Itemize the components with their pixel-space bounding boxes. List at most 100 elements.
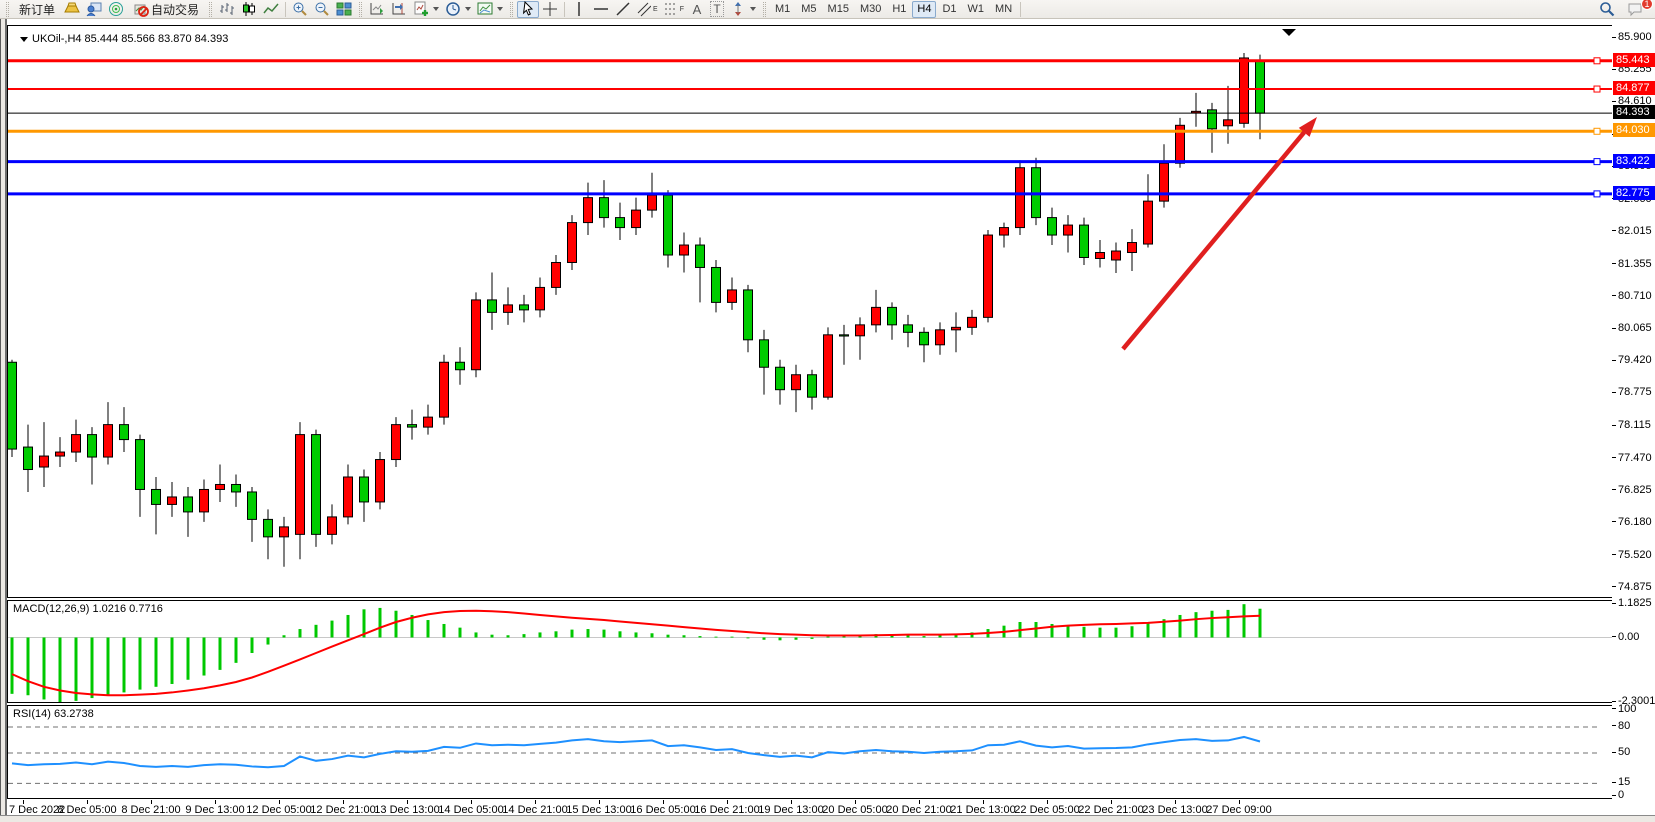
arrows-button[interactable]: [727, 1, 759, 18]
indicators-button[interactable]: [410, 1, 442, 18]
rsi-pane[interactable]: RSI(14) 63.2738: [7, 705, 1613, 799]
candle-body: [327, 516, 337, 535]
text-button[interactable]: A: [687, 1, 707, 18]
fibonacci-button[interactable]: F: [661, 1, 687, 18]
bar-chart-button[interactable]: [216, 1, 238, 18]
trend-arrow-object[interactable]: [1121, 117, 1317, 351]
line-handle[interactable]: [1593, 190, 1601, 198]
axis-tick-value: 78.115: [1618, 419, 1651, 432]
auto-scroll-button[interactable]: [366, 1, 388, 18]
signals-button[interactable]: [105, 1, 127, 18]
macd-histogram: [10, 604, 1262, 702]
rsi-svg[interactable]: [8, 706, 1612, 798]
one-click-caret-icon[interactable]: [20, 36, 28, 42]
candle-body: [135, 439, 145, 490]
line-chart-button[interactable]: [260, 1, 282, 18]
axis-tick-mark: [1612, 751, 1616, 753]
timeframe-h1-button[interactable]: H1: [892, 3, 907, 15]
toolbar-drag-handle[interactable]: [209, 1, 213, 17]
main-chart-pane[interactable]: UKOil-,H4 85.444 85.566 83.870 84.393: [7, 25, 1613, 598]
toolbar-drag-handle[interactable]: [510, 1, 514, 17]
price-axis[interactable]: 85.90085.25584.61083.95083.30582.66082.0…: [1612, 19, 1655, 815]
gold-ingot-button[interactable]: [61, 1, 83, 18]
crosshair-button[interactable]: [539, 1, 561, 18]
trendline-button[interactable]: [612, 1, 634, 18]
periods-button[interactable]: [442, 1, 474, 18]
price-tick: 82.015: [1612, 225, 1652, 237]
axis-tick-value: 78.775: [1618, 386, 1652, 399]
new-order-button[interactable]: 新订单: [13, 1, 61, 18]
candle-body: [519, 304, 529, 311]
axis-tick-value: -2.3001: [1618, 695, 1655, 708]
timeframe-h4-button[interactable]: H4: [912, 0, 937, 18]
timeframe-m30-button[interactable]: M30: [859, 3, 882, 15]
candle-body: [343, 476, 353, 518]
timeframe-w1-button[interactable]: W1: [967, 3, 985, 15]
time-tick-mark: [1111, 800, 1112, 804]
chart-shift-icon: [392, 3, 406, 15]
timeframe-d1-button[interactable]: D1: [942, 3, 957, 15]
timeframe-m15-button[interactable]: M15: [827, 3, 849, 15]
metaeditor-button[interactable]: [83, 1, 105, 18]
chat-button[interactable]: 1: [1624, 0, 1653, 18]
chart-shift-button[interactable]: [388, 1, 410, 18]
candle-body: [71, 434, 81, 453]
time-tick-mark: [663, 800, 664, 804]
timeframe-m5-button[interactable]: M5: [801, 3, 817, 15]
horizontal-line-object[interactable]: [8, 85, 1612, 93]
timeframe-mn-button[interactable]: MN: [995, 3, 1013, 15]
time-tick-label: 7 Dec 2022: [9, 804, 66, 816]
zoom-in-button[interactable]: [289, 1, 311, 18]
chart-shift-marker-icon[interactable]: [1282, 29, 1296, 36]
new-order-label: 新订单: [19, 2, 56, 17]
horizontal-line-object[interactable]: [8, 190, 1612, 198]
horizontal-line-object[interactable]: [8, 127, 1612, 135]
horizontal-line-button[interactable]: [590, 1, 612, 18]
equidistant-channel-button[interactable]: E: [634, 1, 661, 18]
tile-windows-button[interactable]: [333, 1, 355, 18]
candle-body: [39, 455, 49, 468]
line-handle[interactable]: [1593, 85, 1601, 93]
macd-svg[interactable]: [8, 601, 1612, 702]
dropdown-caret-icon: [465, 7, 472, 11]
candle-body: [215, 483, 225, 490]
text-label-button[interactable]: T: [707, 1, 727, 18]
horizontal-line-object[interactable]: [8, 158, 1612, 166]
search-button[interactable]: [1596, 1, 1618, 18]
time-axis[interactable]: 7 Dec 2022 8 Dec 05:00 8 Dec 21:00 9 Dec 13…: [7, 800, 1612, 816]
horizontal-line-object[interactable]: [8, 57, 1612, 65]
candlestick-chart-button[interactable]: [238, 1, 260, 18]
axis-tick-value: 84.610: [1618, 95, 1652, 108]
axis-tick-value: 74.875: [1618, 580, 1652, 593]
timeframe-m1-button[interactable]: M1: [774, 3, 791, 15]
main-chart-svg[interactable]: [8, 26, 1612, 597]
candle-body: [855, 324, 865, 337]
symbol-ohlc-text: UKOil-,H4 85.444 85.566 83.870 84.393: [32, 33, 229, 45]
vertical-line-button[interactable]: [568, 1, 590, 18]
line-handle[interactable]: [1593, 57, 1601, 65]
candle-body: [903, 324, 913, 333]
candle-body: [119, 424, 129, 441]
symbol-ohlc-readout[interactable]: UKOil-,H4 85.444 85.566 83.870 84.393: [20, 33, 228, 45]
toolbar-separator: [564, 1, 566, 17]
line-handle[interactable]: [1593, 127, 1601, 135]
candle-body: [759, 339, 769, 368]
time-tick-mark: [919, 800, 920, 804]
templates-button[interactable]: [474, 1, 506, 18]
toolbar-drag-handle[interactable]: [359, 1, 363, 17]
candle-body: [1159, 162, 1169, 202]
candle-body: [791, 374, 801, 391]
cursor-button[interactable]: [517, 0, 540, 18]
toolbar-drag-handle[interactable]: [762, 1, 766, 17]
zoom-out-button[interactable]: [311, 1, 333, 18]
macd-pane[interactable]: MACD(12,26,9) 1.0216 0.7716: [7, 600, 1613, 703]
candle-body: [103, 424, 113, 458]
candle-body: [839, 334, 849, 337]
autotrading-button[interactable]: 自动交易: [127, 1, 205, 18]
time-tick-mark: [535, 800, 536, 804]
axis-tick-value: 0: [1618, 789, 1625, 802]
toolbar-drag-handle[interactable]: [6, 1, 9, 17]
candle-body: [183, 496, 193, 513]
time-tick-mark: [343, 800, 344, 804]
line-handle[interactable]: [1593, 158, 1601, 166]
